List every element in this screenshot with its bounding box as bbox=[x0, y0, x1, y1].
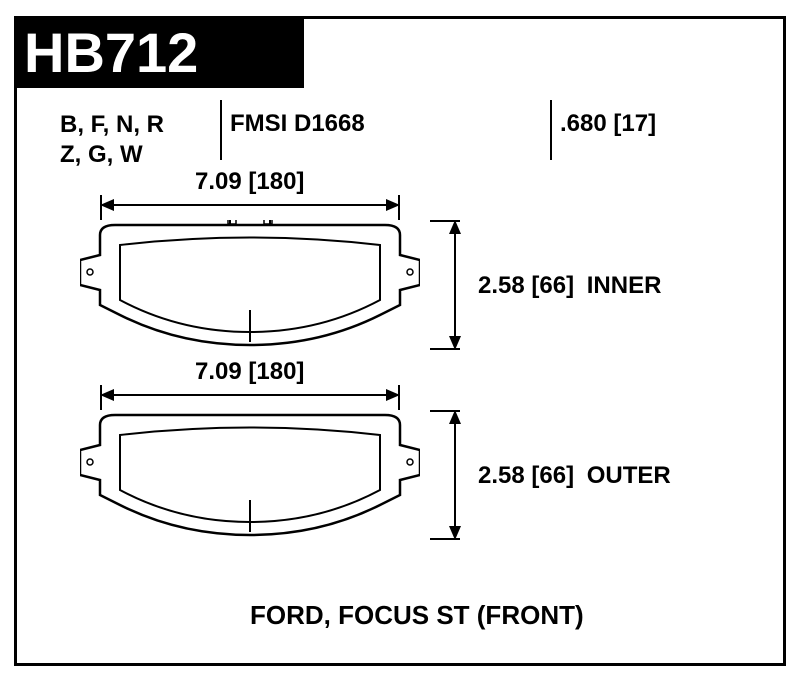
application-label: FORD, FOCUS ST (FRONT) bbox=[250, 600, 584, 631]
part-number: HB712 bbox=[24, 20, 198, 85]
fmsi-code: FMSI D1668 bbox=[230, 110, 365, 138]
codes-line2: Z, G, W bbox=[60, 140, 164, 170]
inner-text: INNER bbox=[587, 272, 662, 299]
brake-pad-outer bbox=[80, 410, 420, 540]
compound-codes: B, F, N, R Z, G, W bbox=[60, 110, 164, 170]
outer-text: OUTER bbox=[587, 462, 671, 489]
height-label-2: 2.58 [66] OUTER bbox=[478, 462, 671, 490]
codes-line1: B, F, N, R bbox=[60, 110, 164, 140]
brake-pad-inner bbox=[80, 220, 420, 350]
thickness-value: .680 [17] bbox=[560, 110, 656, 138]
height-dimension-2 bbox=[430, 410, 470, 540]
width-label-2: 7.09 [180] bbox=[195, 358, 304, 386]
height-label-1: 2.58 [66] INNER bbox=[478, 272, 661, 300]
divider-tick-2 bbox=[550, 100, 552, 160]
part-number-header: HB712 bbox=[14, 16, 304, 88]
divider-tick-1 bbox=[220, 100, 222, 160]
width-label-1: 7.09 [180] bbox=[195, 168, 304, 196]
height-dimension-1 bbox=[430, 220, 470, 350]
